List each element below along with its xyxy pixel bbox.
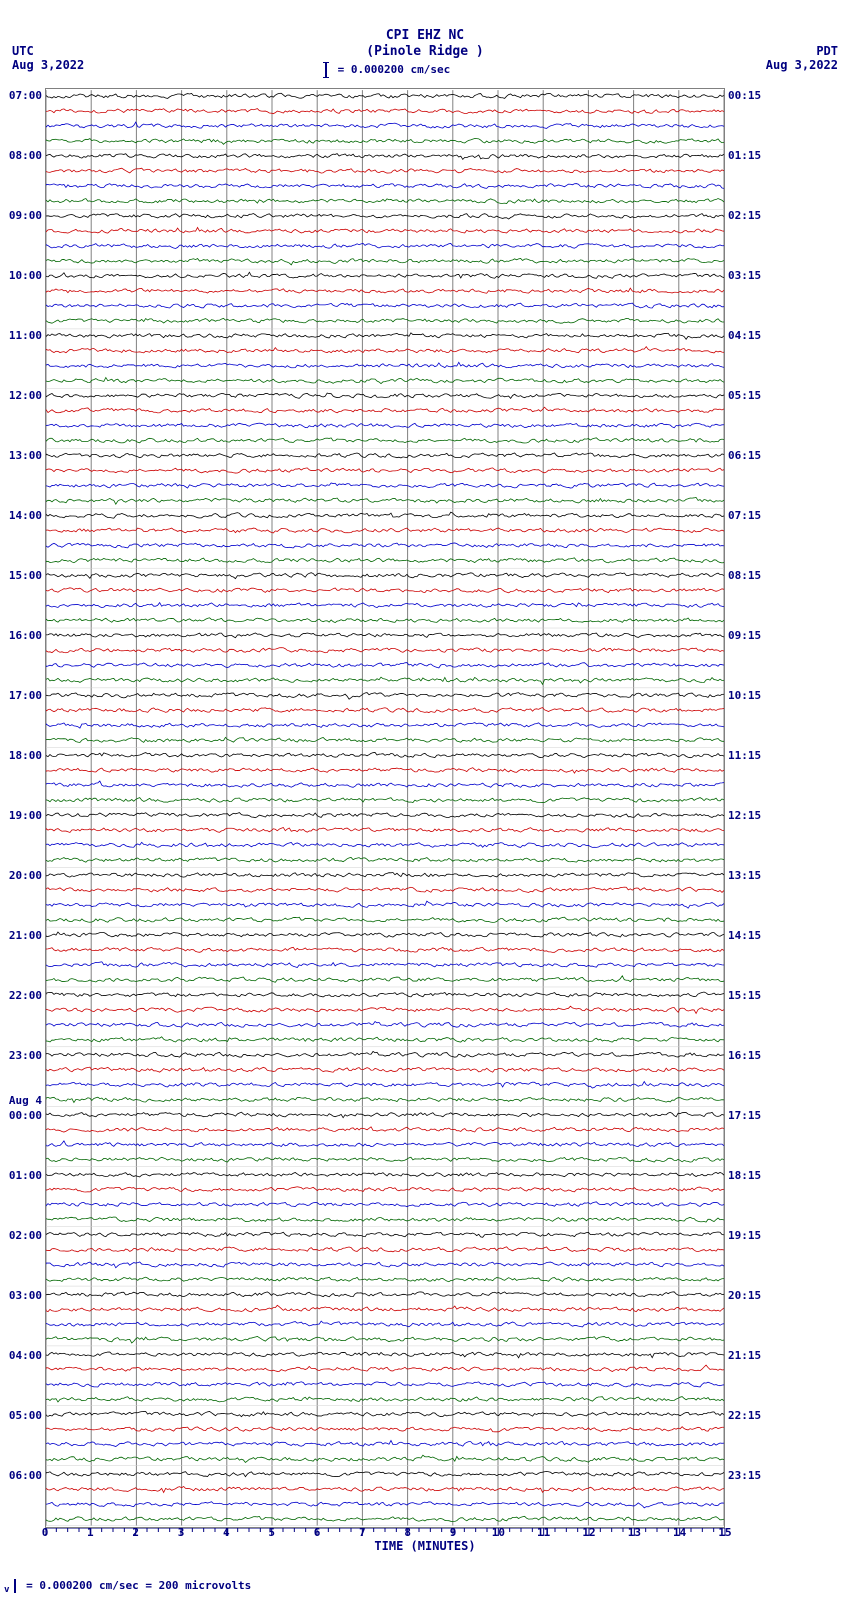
right-hour-label: 04:15 (728, 329, 778, 342)
left-hour-label: 11:00 (0, 329, 42, 342)
left-hour-label: 19:00 (0, 809, 42, 822)
tz-right-label: PDT (816, 44, 838, 58)
right-hour-label: 02:15 (728, 209, 778, 222)
left-hour-label: 08:00 (0, 149, 42, 162)
right-hour-label: 20:15 (728, 1289, 778, 1302)
tz-left-label: UTC (12, 44, 34, 58)
left-hour-label: 17:00 (0, 689, 42, 702)
right-hour-label: 16:15 (728, 1049, 778, 1062)
left-hour-label: 15:00 (0, 569, 42, 582)
right-hour-label: 06:15 (728, 449, 778, 462)
right-hour-label: 17:15 (728, 1109, 778, 1122)
left-hour-label: 20:00 (0, 869, 42, 882)
right-hour-label: 12:15 (728, 809, 778, 822)
right-hour-label: 21:15 (728, 1349, 778, 1362)
left-hour-label: 23:00 (0, 1049, 42, 1062)
left-hour-label: 01:00 (0, 1169, 42, 1182)
left-hour-label: 10:00 (0, 269, 42, 282)
left-hour-label: 16:00 (0, 629, 42, 642)
right-hour-label: 18:15 (728, 1169, 778, 1182)
left-hour-label: 03:00 (0, 1289, 42, 1302)
midspan-date: Aug 4 (0, 1094, 42, 1107)
right-hour-label: 05:15 (728, 389, 778, 402)
right-hour-label: 00:15 (728, 89, 778, 102)
right-hour-label: 15:15 (728, 989, 778, 1002)
right-hour-label: 08:15 (728, 569, 778, 582)
right-hour-label: 01:15 (728, 149, 778, 162)
right-hour-label: 10:15 (728, 689, 778, 702)
right-hour-label: 19:15 (728, 1229, 778, 1242)
left-hour-label: 12:00 (0, 389, 42, 402)
left-hour-label: 18:00 (0, 749, 42, 762)
footer-scale: v = 0.000200 cm/sec = 200 microvolts (4, 1579, 251, 1595)
left-hour-label: 07:00 (0, 89, 42, 102)
date-right-label: Aug 3,2022 (766, 58, 838, 72)
left-hour-label: 09:00 (0, 209, 42, 222)
helicorder-plot (45, 88, 725, 1528)
left-hour-label: 00:00 (0, 1109, 42, 1122)
right-hour-label: 09:15 (728, 629, 778, 642)
right-hour-label: 11:15 (728, 749, 778, 762)
left-hour-label: 13:00 (0, 449, 42, 462)
right-hour-label: 22:15 (728, 1409, 778, 1422)
date-left-label: Aug 3,2022 (12, 58, 84, 72)
right-hour-label: 07:15 (728, 509, 778, 522)
left-hour-label: 21:00 (0, 929, 42, 942)
scale-indicator: = 0.000200 cm/sec (325, 62, 450, 78)
left-hour-label: 14:00 (0, 509, 42, 522)
trace-layer (46, 89, 724, 1527)
left-hour-label: 22:00 (0, 989, 42, 1002)
right-hour-label: 23:15 (728, 1469, 778, 1482)
left-hour-label: 06:00 (0, 1469, 42, 1482)
left-hour-label: 02:00 (0, 1229, 42, 1242)
right-hour-label: 14:15 (728, 929, 778, 942)
left-hour-label: 05:00 (0, 1409, 42, 1422)
right-hour-label: 13:15 (728, 869, 778, 882)
left-hour-label: 04:00 (0, 1349, 42, 1362)
station-id: CPI EHZ NC (0, 28, 850, 43)
station-name: (Pinole Ridge ) (0, 44, 850, 59)
right-hour-label: 03:15 (728, 269, 778, 282)
